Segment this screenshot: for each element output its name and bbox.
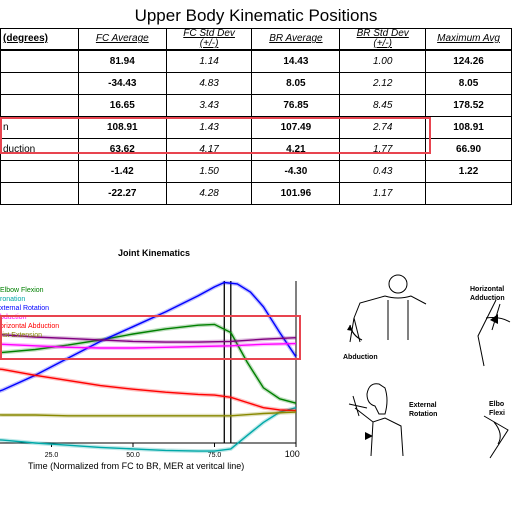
maximum-avg-cell: 66.90 (425, 138, 512, 161)
br-std-dev-cell: 0.43 (339, 160, 427, 183)
chart-highlight-box (0, 315, 301, 360)
fc-std-dev-cell: 3.43 (165, 94, 253, 117)
row-label (0, 72, 79, 95)
row-label (0, 182, 79, 205)
maximum-avg-cell: 124.26 (425, 49, 512, 73)
table-row: duction 63.62 4.17 4.21 1.77 66.90 (0, 138, 512, 161)
br-std-dev-cell: 2.12 (339, 72, 427, 95)
br-average-cell: 14.43 (251, 49, 341, 73)
table-row: -1.42 1.50 -4.30 0.43 1.22 (0, 160, 512, 183)
chart-title: Joint Kinematics (118, 248, 191, 258)
header-maximum-avg: Maximum Avg (425, 28, 512, 51)
fc-average-cell: 81.94 (77, 49, 167, 73)
fc-std-dev-cell: 1.50 (165, 160, 253, 183)
br-average-cell: -4.30 (251, 160, 341, 183)
x-tick-label: 75.0 (208, 452, 222, 459)
x-axis-label: Time (Normalized from FC to BR, MER at v… (28, 461, 245, 471)
x-tick-label: 50.0 (126, 452, 140, 459)
br-average-cell: 76.85 (251, 94, 341, 117)
table-row: -34.43 4.83 8.05 2.12 8.05 (0, 72, 512, 95)
row-label (0, 49, 79, 73)
header-br-std-dev: BR Std Dev (+/-) (339, 28, 427, 51)
abduction-label: Abduction (343, 354, 378, 361)
table-header-row: (degrees) FC Average FC Std Dev (+/-) BR … (0, 28, 512, 51)
series-line (0, 323, 297, 404)
external-rotation-illustration (348, 383, 404, 457)
br-std-dev-cell: 1.17 (339, 182, 427, 205)
legend-entry: ronation (0, 296, 25, 303)
br-std-dev-cell: 1.00 (339, 49, 427, 73)
maximum-avg-cell: 178.52 (425, 94, 512, 117)
elbow-flexion-illustration (483, 415, 509, 459)
maximum-avg-cell (425, 182, 512, 205)
fc-std-dev-cell: 4.83 (165, 72, 253, 95)
maximum-avg-cell: 8.05 (425, 72, 512, 95)
x-tick-label: 100.0 (285, 449, 300, 459)
legend-entry: Elbow Flexion (0, 287, 44, 294)
table-row: 81.94 1.14 14.43 1.00 124.26 (0, 49, 512, 73)
legend-entry: orizontal Abduction (0, 323, 59, 330)
table-row: 16.65 3.43 76.85 8.45 178.52 (0, 94, 512, 117)
series-line (0, 411, 297, 417)
page-title: Upper Body Kinematic Positions (134, 6, 378, 25)
br-average-cell: 8.05 (251, 72, 341, 95)
maximum-avg-cell: 108.91 (425, 116, 512, 139)
legend-entry: bduction (0, 314, 27, 321)
legend-entry: xternal Rotation (0, 305, 49, 312)
legend-entry: rist Extension (0, 332, 42, 339)
table-row: n 108.91 1.43 107.49 2.74 108.91 (0, 116, 512, 139)
series-line (0, 281, 297, 392)
horizontal-abduction-illustration (477, 299, 511, 367)
fc-average-cell: -22.27 (77, 182, 167, 205)
series-line (0, 333, 297, 343)
table-row: -22.27 4.28 101.96 1.17 (0, 182, 512, 205)
series-line (0, 342, 297, 349)
fc-average-cell: 16.65 (77, 94, 167, 117)
elbow-flexion-label: Elbo Flexi (489, 401, 505, 417)
joint-kinematics-chart: 25.0 50.0 75.0 100.0 Elbow Flexion ronation xt… (0, 280, 300, 459)
header-br-average: BR Average (251, 28, 341, 51)
br-std-dev-cell: 8.45 (339, 94, 427, 117)
maximum-avg-cell: 1.22 (425, 160, 512, 183)
fc-std-dev-cell: 4.28 (165, 182, 253, 205)
br-average-cell: 101.96 (251, 182, 341, 205)
row-label (0, 94, 79, 117)
series-line (0, 368, 297, 412)
header-fc-std-dev: FC Std Dev (+/-) (165, 28, 253, 51)
table-highlight-box (0, 117, 431, 154)
series-line (0, 407, 297, 452)
fc-average-cell: -1.42 (77, 160, 167, 183)
horizontal-adduction-label: Horizontal Adduction (470, 286, 505, 302)
header-fc-average: FC Average (77, 28, 167, 51)
external-rotation-label: External Rotation (409, 402, 438, 418)
fc-std-dev-cell: 1.14 (165, 49, 253, 73)
x-tick-label: 25.0 (45, 452, 59, 459)
kinematics-table: (degrees) FC Average FC Std Dev (+/-) BR … (0, 28, 512, 205)
fc-average-cell: -34.43 (77, 72, 167, 95)
header-degrees: (degrees) (0, 28, 79, 51)
abduction-illustration (347, 274, 427, 343)
row-label (0, 160, 79, 183)
